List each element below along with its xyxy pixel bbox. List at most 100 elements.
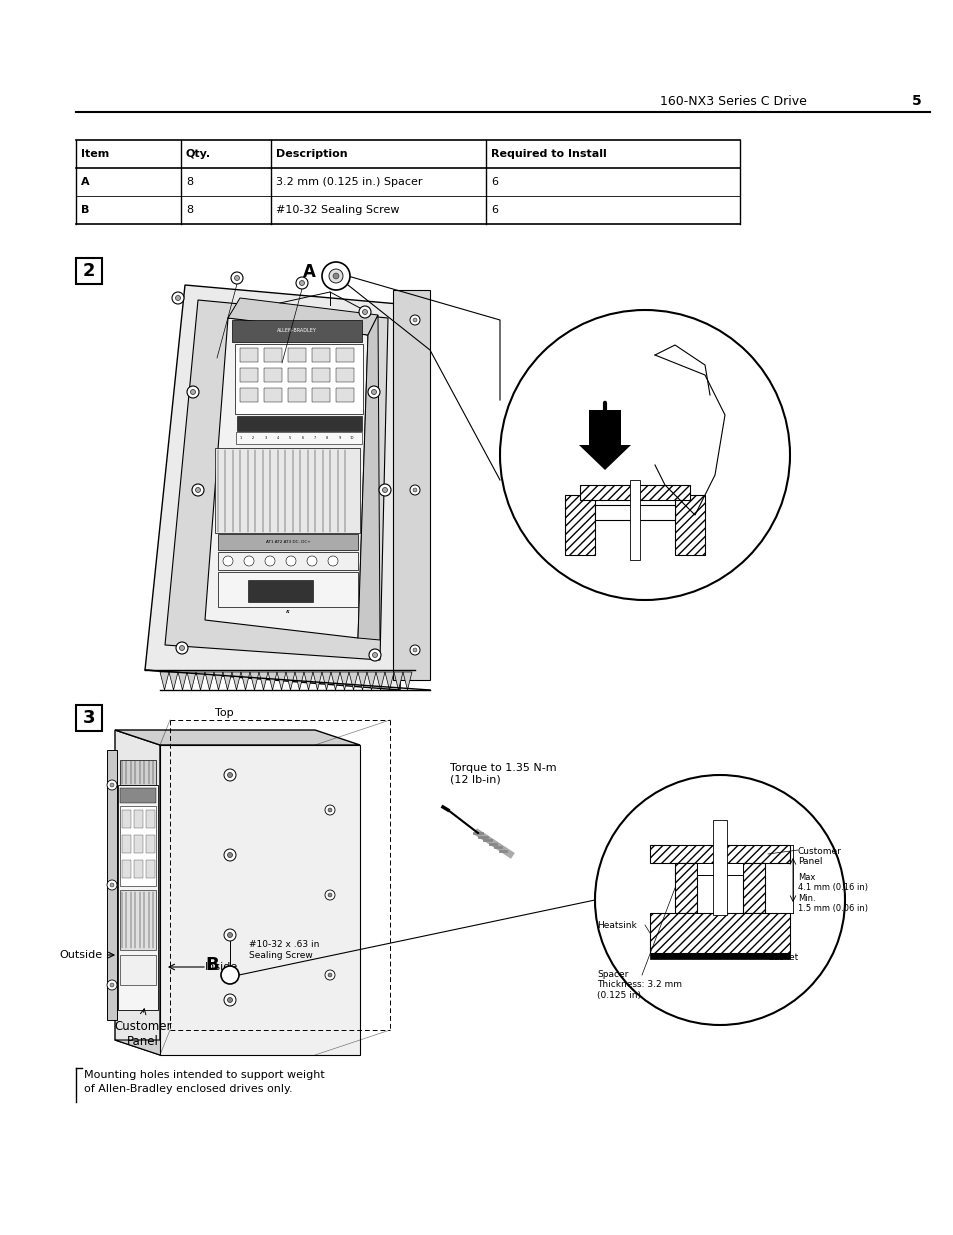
- Bar: [264, 368, 282, 382]
- Bar: [118, 785, 158, 1010]
- Text: Outside: Outside: [60, 950, 103, 960]
- Bar: [218, 572, 357, 606]
- Circle shape: [372, 652, 377, 657]
- Polygon shape: [228, 298, 377, 335]
- Circle shape: [325, 969, 335, 981]
- Bar: [240, 348, 257, 362]
- Circle shape: [328, 893, 332, 897]
- Circle shape: [413, 648, 416, 652]
- Bar: [240, 368, 257, 382]
- Polygon shape: [304, 672, 313, 690]
- Bar: [214, 448, 359, 534]
- Polygon shape: [145, 285, 410, 690]
- Circle shape: [307, 556, 316, 566]
- Bar: [76, 705, 102, 731]
- Circle shape: [191, 389, 195, 394]
- Circle shape: [371, 389, 376, 394]
- Text: 160-NX3 Series C Drive: 160-NX3 Series C Drive: [659, 95, 806, 107]
- Text: 10: 10: [349, 436, 354, 440]
- Polygon shape: [276, 672, 286, 690]
- Circle shape: [413, 488, 416, 492]
- Bar: [120, 955, 156, 986]
- Text: 4: 4: [276, 436, 278, 440]
- Text: Description: Description: [275, 149, 347, 159]
- Bar: [675, 863, 697, 913]
- Bar: [288, 388, 306, 403]
- Bar: [288, 348, 306, 362]
- Text: AT1 AT2 AT3 DC- DC+: AT1 AT2 AT3 DC- DC+: [265, 540, 310, 543]
- Bar: [120, 788, 156, 803]
- Polygon shape: [331, 672, 339, 690]
- Bar: [120, 806, 156, 885]
- Circle shape: [227, 852, 233, 857]
- Circle shape: [110, 883, 113, 887]
- Bar: [218, 534, 357, 550]
- Circle shape: [227, 773, 233, 778]
- Text: 3: 3: [83, 709, 95, 727]
- Text: 7: 7: [314, 436, 315, 440]
- Bar: [146, 860, 154, 878]
- Circle shape: [227, 932, 233, 937]
- Circle shape: [107, 981, 117, 990]
- Circle shape: [325, 890, 335, 900]
- Circle shape: [172, 291, 184, 304]
- Polygon shape: [268, 672, 276, 690]
- Polygon shape: [205, 672, 213, 690]
- Circle shape: [107, 781, 117, 790]
- Text: Qty.: Qty.: [186, 149, 211, 159]
- Circle shape: [107, 881, 117, 890]
- Circle shape: [221, 966, 239, 984]
- Text: Torque to 1.35 N-m
(12 lb-in): Torque to 1.35 N-m (12 lb-in): [450, 763, 556, 784]
- Text: 6: 6: [491, 205, 497, 215]
- Circle shape: [223, 556, 233, 566]
- Polygon shape: [160, 745, 359, 1055]
- Text: 6: 6: [491, 177, 497, 186]
- Circle shape: [179, 646, 184, 651]
- Polygon shape: [213, 672, 223, 690]
- Polygon shape: [375, 672, 385, 690]
- Bar: [264, 388, 282, 403]
- Circle shape: [224, 769, 235, 781]
- Bar: [218, 552, 357, 571]
- Circle shape: [410, 485, 419, 495]
- Bar: [335, 388, 354, 403]
- Bar: [120, 890, 156, 950]
- Circle shape: [224, 994, 235, 1007]
- Bar: [595, 505, 675, 520]
- Bar: [232, 320, 361, 342]
- Text: 6: 6: [301, 436, 303, 440]
- Circle shape: [410, 315, 419, 325]
- Bar: [107, 750, 117, 1020]
- Text: #10-32 Sealing Screw: #10-32 Sealing Screw: [275, 205, 399, 215]
- Circle shape: [244, 556, 253, 566]
- Polygon shape: [357, 672, 367, 690]
- Bar: [234, 345, 363, 414]
- Bar: [264, 348, 282, 362]
- Circle shape: [286, 556, 295, 566]
- Circle shape: [382, 488, 387, 493]
- Polygon shape: [115, 730, 359, 745]
- Bar: [649, 953, 789, 960]
- Bar: [712, 820, 726, 915]
- Circle shape: [595, 776, 844, 1025]
- Circle shape: [328, 556, 337, 566]
- Circle shape: [299, 280, 304, 285]
- Bar: [649, 845, 789, 863]
- Bar: [312, 348, 330, 362]
- Text: AT: AT: [285, 610, 291, 614]
- Bar: [122, 810, 131, 827]
- Text: 2: 2: [252, 436, 254, 440]
- Polygon shape: [250, 672, 258, 690]
- Polygon shape: [294, 672, 304, 690]
- Text: 9: 9: [338, 436, 340, 440]
- Polygon shape: [232, 672, 241, 690]
- Circle shape: [322, 262, 350, 290]
- Text: 5: 5: [289, 436, 291, 440]
- Text: Required to Install: Required to Install: [491, 149, 606, 159]
- Text: of Allen-Bradley enclosed drives only.: of Allen-Bradley enclosed drives only.: [84, 1084, 293, 1094]
- Bar: [235, 432, 361, 445]
- Text: Item: Item: [81, 149, 110, 159]
- Circle shape: [329, 269, 343, 283]
- Text: 1: 1: [239, 436, 242, 440]
- Circle shape: [231, 272, 243, 284]
